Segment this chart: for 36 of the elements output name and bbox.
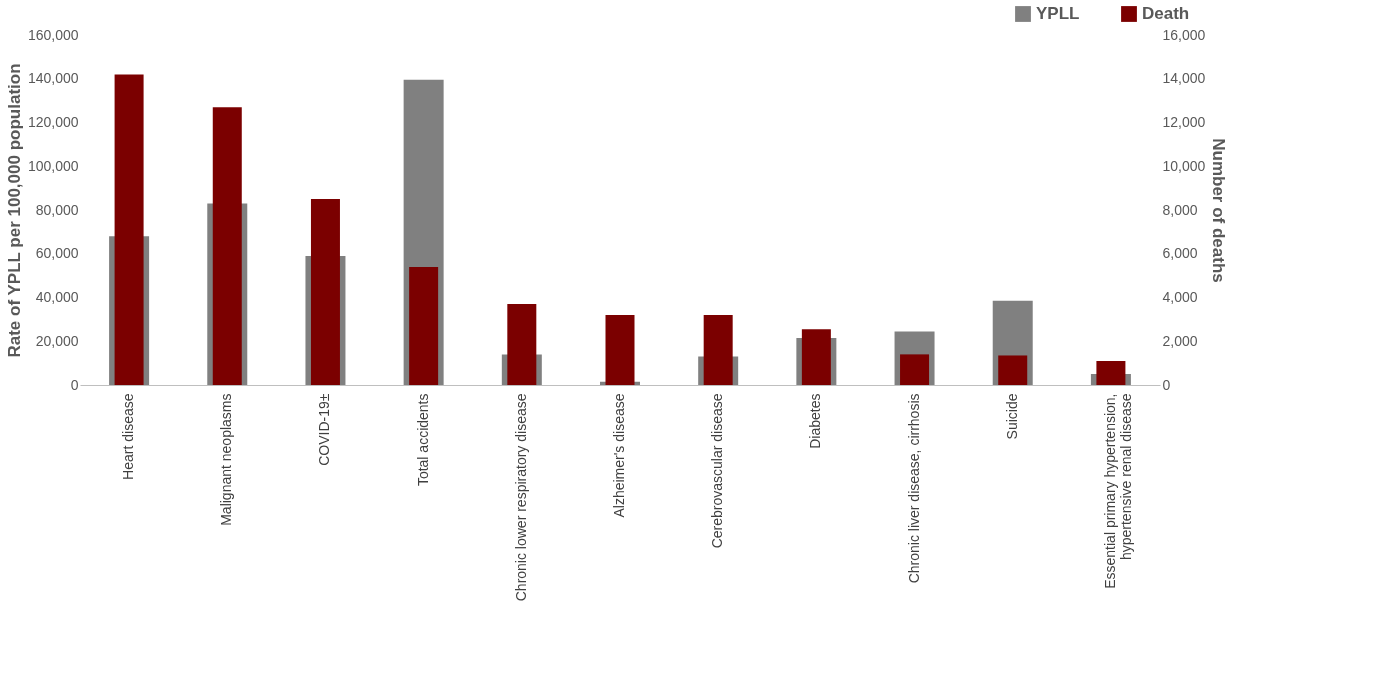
y2-tick-label: 12,000: [1162, 114, 1206, 130]
y-tick-label: 140,000: [27, 70, 79, 87]
legend-label: Death: [1142, 4, 1190, 23]
bar: [998, 355, 1028, 385]
legend-label: YPLL: [1036, 4, 1080, 23]
y-tick-label: 40,000: [35, 289, 79, 305]
y-tick-label: 100,000: [27, 157, 79, 174]
y-tick-label: 60,000: [35, 245, 79, 262]
y2-tick-label: 2,000: [1162, 332, 1198, 349]
y2-tick-label: 8,000: [1162, 201, 1198, 218]
y-tick-label: 120,000: [27, 114, 79, 130]
y2-axis-title: Number of deaths: [1209, 138, 1229, 283]
y2-tick-label: 14,000: [1162, 70, 1206, 87]
y-tick-label: 0: [70, 376, 79, 393]
x-tick-label: Chronic liver disease, cirrhosis: [905, 393, 922, 584]
x-tick-label: Total accidents: [414, 393, 431, 487]
bar: [900, 354, 930, 385]
x-tick-label: COVID-19±: [316, 393, 333, 466]
y-tick-label: 20,000: [35, 332, 79, 349]
x-tick-label: Cerebrovascular disease: [709, 393, 726, 549]
y2-tick-label: 4,000: [1162, 289, 1198, 305]
y-tick-label: 160,000: [27, 26, 79, 43]
y-tick-label: 80,000: [35, 201, 79, 218]
y-axis-title: Rate of YPLL per 100,000 population: [4, 63, 24, 358]
y2-tick-label: 0: [1162, 376, 1171, 393]
x-tick-label: Diabetes: [807, 393, 824, 449]
x-tick-label: Chronic lower respiratory disease: [512, 393, 529, 602]
y2-tick-label: 16,000: [1162, 26, 1206, 43]
y2-tick-label: 10,000: [1162, 157, 1206, 174]
x-tick-label: Alzheimer's disease: [611, 393, 627, 518]
x-tick-label: Malignant neoplasms: [218, 393, 235, 526]
x-tick-label: Heart disease: [120, 393, 137, 480]
x-tick-label: Essential primary hypertension, hypertensive renal disease: [1101, 393, 1134, 589]
bar: [409, 266, 439, 385]
x-tick-label: Suicide: [1003, 393, 1020, 440]
y2-tick-label: 6,000: [1162, 245, 1198, 262]
